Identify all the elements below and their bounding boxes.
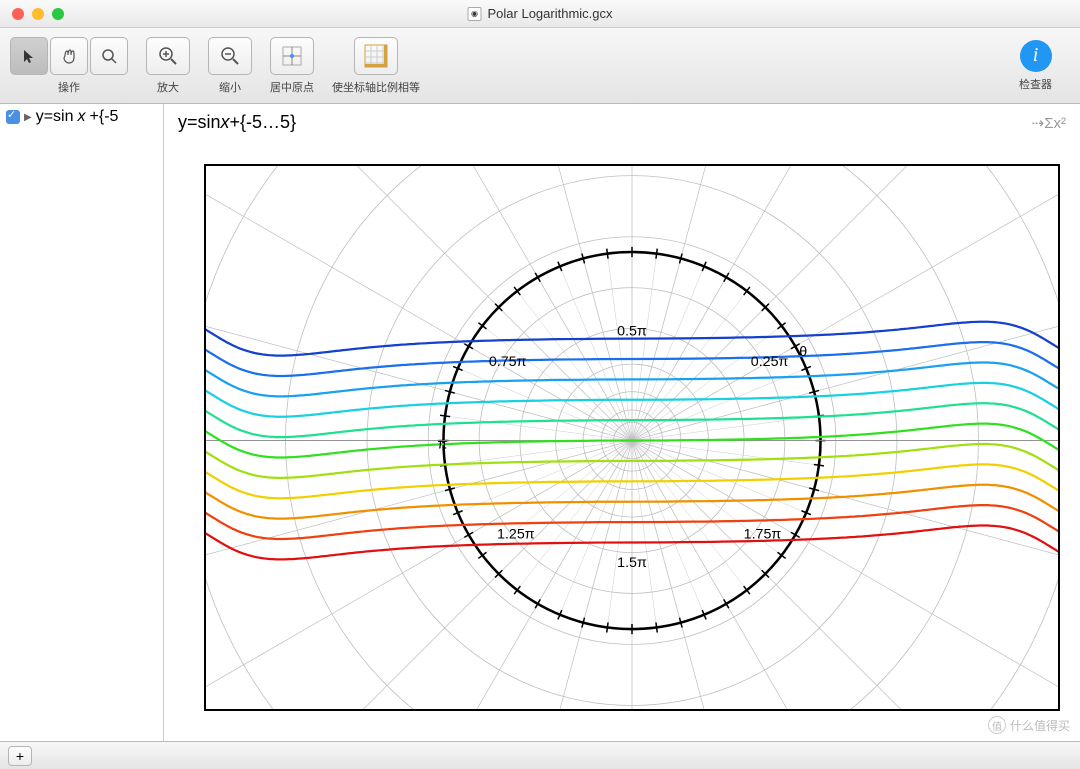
cursor-tool[interactable] xyxy=(10,37,48,75)
equation-header: y=sinx+{-5…5} ⇢Σx² xyxy=(164,104,1080,142)
eq-suffix: +{-5 xyxy=(90,108,119,126)
tool-group-zoomout: 缩小 xyxy=(208,37,252,95)
titlebar: ◉ Polar Logarithmic.gcx xyxy=(0,0,1080,28)
watermark: 值 什么值得买 xyxy=(988,716,1070,734)
sigma-button[interactable]: ⇢Σx² xyxy=(1032,114,1066,132)
inspector-label: 检查器 xyxy=(1019,76,1052,92)
watermark-text: 什么值得买 xyxy=(1010,717,1070,734)
maximize-dot[interactable] xyxy=(52,8,64,20)
watermark-icon: 值 xyxy=(988,716,1006,734)
minimize-dot[interactable] xyxy=(32,8,44,20)
hand-tool[interactable] xyxy=(50,37,88,75)
zoom-rect-tool[interactable] xyxy=(90,37,128,75)
equal-axes-button[interactable] xyxy=(354,37,398,75)
zoom-in-button[interactable] xyxy=(146,37,190,75)
tool-group-inspector: i 检查器 xyxy=(1019,40,1052,92)
equation-checkbox[interactable] xyxy=(6,110,20,124)
eq-prefix: y=sin xyxy=(36,108,74,126)
plot-container[interactable]: 0.5π0.25πθ0.75ππ1.25π1.5π1.75π xyxy=(204,164,1060,711)
equation-row[interactable]: ▶ y=sinx+{-5 xyxy=(0,104,163,130)
tool-group-center: 居中原点 xyxy=(270,37,314,95)
add-button[interactable]: + xyxy=(8,746,32,766)
doc-icon: ◉ xyxy=(468,7,482,21)
zoomin-label: 放大 xyxy=(157,79,179,95)
plot-border xyxy=(204,164,1060,711)
operate-label: 操作 xyxy=(58,79,80,95)
equal-label: 使坐标轴比例相等 xyxy=(332,79,420,95)
zoomout-label: 缩小 xyxy=(219,79,241,95)
window-title: ◉ Polar Logarithmic.gcx xyxy=(468,6,613,21)
content-area: ▶ y=sinx+{-5 y=sinx+{-5…5} ⇢Σx² 0.5π0.25… xyxy=(0,104,1080,741)
tool-group-operate: 操作 xyxy=(10,37,128,95)
bottombar: + xyxy=(0,741,1080,769)
center-origin-button[interactable] xyxy=(270,37,314,75)
title-text: Polar Logarithmic.gcx xyxy=(488,6,613,21)
tool-group-zoomin: 放大 xyxy=(146,37,190,95)
traffic-lights xyxy=(12,8,64,20)
canvas-area: y=sinx+{-5…5} ⇢Σx² 0.5π0.25πθ0.75ππ1.25π… xyxy=(164,104,1080,741)
disclosure-triangle-icon[interactable]: ▶ xyxy=(24,112,32,123)
eq-var: x xyxy=(78,108,86,126)
inspector-button[interactable]: i xyxy=(1020,40,1052,72)
sidebar: ▶ y=sinx+{-5 xyxy=(0,104,164,741)
equation-display[interactable]: y=sinx+{-5…5} xyxy=(178,112,296,133)
center-label: 居中原点 xyxy=(270,79,314,95)
tool-group-equal: 使坐标轴比例相等 xyxy=(332,37,420,95)
zoom-out-button[interactable] xyxy=(208,37,252,75)
close-dot[interactable] xyxy=(12,8,24,20)
toolbar: 操作 放大 缩小 居中原点 使坐标轴比例相等 i 检查器 xyxy=(0,28,1080,104)
